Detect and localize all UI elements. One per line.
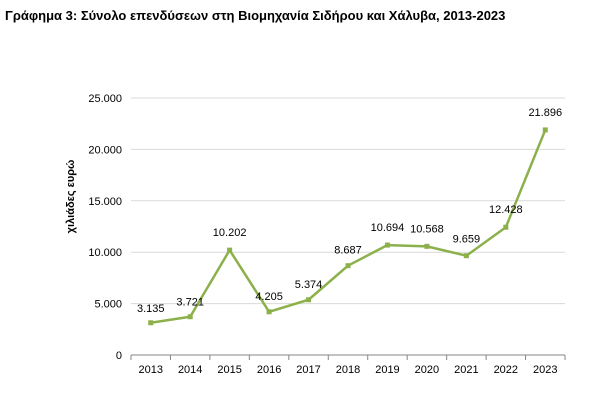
x-tick-label: 2014: [178, 364, 202, 376]
x-tick-label: 2018: [336, 364, 360, 376]
series-line: [148, 127, 548, 326]
data-label: 10.694: [371, 222, 405, 234]
y-tick-label: 20.000: [88, 144, 122, 156]
data-point: [503, 224, 509, 230]
x-tick-label: 2023: [533, 364, 557, 376]
data-label: 12.428: [489, 204, 523, 216]
data-label: 4.205: [255, 291, 283, 303]
x-tick-label: 2013: [138, 364, 162, 376]
x-tick-label: 2021: [454, 364, 478, 376]
data-label: 8.687: [334, 245, 362, 257]
y-axis-ticks: 0 5.000 10.000 15.000 20.000 25.000: [88, 93, 122, 362]
x-tick-label: 2016: [257, 364, 281, 376]
series-path: [150, 129, 547, 325]
data-point: [227, 247, 233, 253]
data-point: [384, 242, 390, 248]
x-tick-label: 2015: [217, 364, 241, 376]
x-axis: 2013 2014 2015 2016 2017 2018 2019 2020 2021 2022…: [130, 354, 566, 376]
chart-title: Γράφημα 3: Σύνολο επενδύσεων στη Βιομηχα…: [5, 8, 506, 23]
data-point: [266, 309, 272, 315]
data-label: 3.135: [137, 303, 165, 315]
data-labels: 3.135 3.721 10.202 4.205 5.374 8.687 10.694 10.…: [137, 107, 562, 315]
x-tick-label: 2020: [415, 364, 439, 376]
x-tick-label: 2019: [375, 364, 399, 376]
data-point: [424, 243, 430, 249]
y-tick-label: 25.000: [88, 93, 122, 105]
data-point: [187, 314, 193, 320]
data-label: 10.202: [213, 227, 247, 239]
data-label: 9.659: [453, 234, 481, 246]
data-point: [148, 320, 154, 326]
x-tick-label: 2017: [296, 364, 320, 376]
data-label: 3.721: [176, 297, 204, 309]
y-tick-label: 15.000: [88, 196, 122, 208]
data-label: 10.568: [410, 223, 444, 235]
data-point: [306, 297, 312, 303]
data-point: [463, 253, 469, 259]
y-tick-label: 5.000: [94, 299, 122, 311]
gridlines: [131, 97, 565, 305]
y-tick-label: 10.000: [88, 247, 122, 259]
x-tick-label: 2022: [494, 364, 518, 376]
data-label: 5.374: [295, 279, 323, 291]
data-point: [542, 127, 548, 133]
data-point: [345, 263, 351, 269]
data-label: 21.896: [528, 107, 562, 119]
y-tick-label: 0: [116, 350, 122, 362]
y-axis-label: χιλιάδες ευρώ: [65, 160, 77, 234]
